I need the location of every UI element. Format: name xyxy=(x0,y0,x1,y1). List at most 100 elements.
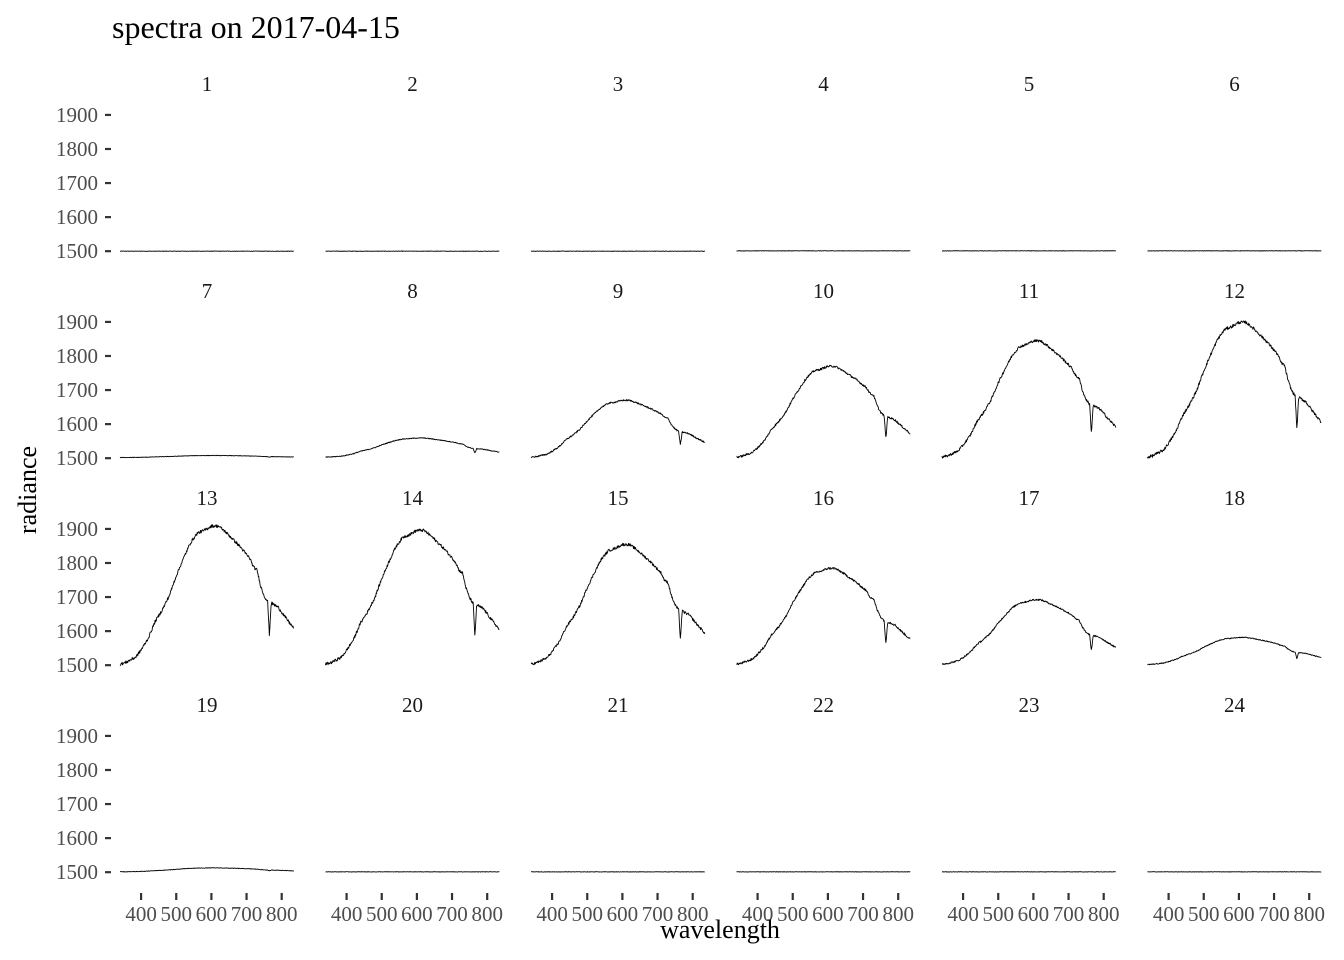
facet-strip-label: 15 xyxy=(608,486,629,510)
facet-panel-22: 22 400 500 600 700 800 xyxy=(736,693,914,926)
facet-panel-11: 11 xyxy=(941,279,1117,459)
x-axis-title: wavelength xyxy=(660,915,780,944)
facet-panel-16: 16 xyxy=(736,486,911,666)
x-tick-label: 500 xyxy=(571,902,603,926)
facet-strip-label: 10 xyxy=(813,279,834,303)
x-tick-label: 500 xyxy=(160,902,192,926)
x-tick-label: 500 xyxy=(982,902,1014,926)
x-tick-label: 700 xyxy=(847,902,879,926)
x-tick-label: 700 xyxy=(1258,902,1290,926)
x-tick-label: 400 xyxy=(742,902,774,926)
facet-panel-9: 9 xyxy=(530,279,705,459)
x-tick-label: 400 xyxy=(125,902,157,926)
facet-panel-4: 4 xyxy=(736,72,911,252)
series-line-12 xyxy=(1147,320,1322,459)
x-tick-label: 600 xyxy=(812,902,844,926)
x-tick-label: 400 xyxy=(1153,902,1185,926)
series-line-9 xyxy=(530,399,705,459)
facet-panel-5: 5 xyxy=(941,72,1116,252)
facet-panel-14: 14 xyxy=(325,486,500,666)
chart-title: spectra on 2017-04-15 xyxy=(112,9,400,45)
x-tick-label: 800 xyxy=(677,902,709,926)
series-line-17 xyxy=(941,598,1117,665)
y-tick-label: 1800 xyxy=(56,758,98,782)
x-tick-label: 600 xyxy=(607,902,639,926)
y-tick-label: 1900 xyxy=(56,310,98,334)
facet-panel-12: 12 xyxy=(1147,279,1322,459)
facet-panel-2: 2 xyxy=(325,72,500,252)
y-tick-label: 1600 xyxy=(56,205,98,229)
x-tick-label: 600 xyxy=(196,902,228,926)
facet-strip-label: 21 xyxy=(608,693,629,717)
y-tick-label: 1700 xyxy=(56,171,98,195)
y-tick-label: 1900 xyxy=(56,517,98,541)
series-line-11 xyxy=(941,339,1117,459)
y-tick-label: 1700 xyxy=(56,585,98,609)
facet-strip-label: 1 xyxy=(202,72,213,96)
facet-panel-13: 13 1500 1600 1700 1800 1900 xyxy=(56,486,295,677)
y-tick-label: 1500 xyxy=(56,860,98,884)
x-tick-label: 700 xyxy=(642,902,674,926)
facet-strip-label: 9 xyxy=(613,279,624,303)
facet-panel-8: 8 xyxy=(325,279,500,458)
series-line-7 xyxy=(119,454,294,459)
facet-strip-label: 4 xyxy=(818,72,829,96)
facet-strip-label: 6 xyxy=(1229,72,1240,96)
series-line-15 xyxy=(530,542,706,666)
facet-panel-3: 3 xyxy=(530,72,706,252)
x-tick-label: 500 xyxy=(777,902,809,926)
facet-strip-label: 19 xyxy=(197,693,218,717)
facet-strip-label: 22 xyxy=(813,693,834,717)
facet-strip-label: 24 xyxy=(1224,693,1246,717)
facet-strip-label: 11 xyxy=(1019,279,1039,303)
x-tick-label: 800 xyxy=(1293,902,1325,926)
y-tick-label: 1800 xyxy=(56,551,98,575)
facet-panel-6: 6 xyxy=(1147,72,1322,252)
facet-strip-label: 2 xyxy=(407,72,418,96)
x-tick-label: 600 xyxy=(1018,902,1050,926)
facet-strip-label: 13 xyxy=(197,486,218,510)
x-tick-label: 700 xyxy=(231,902,263,926)
x-tick-label: 500 xyxy=(1188,902,1220,926)
x-tick-label: 700 xyxy=(436,902,468,926)
facet-panel-20: 20 400 500 600 700 800 xyxy=(325,693,503,926)
facet-strip-label: 20 xyxy=(402,693,423,717)
series-line-16 xyxy=(736,567,911,666)
facet-panel-21: 21 400 500 600 700 800 xyxy=(530,693,709,926)
facet-panel-10: 10 xyxy=(736,279,911,459)
x-tick-label: 400 xyxy=(947,902,979,926)
y-tick-label: 1500 xyxy=(56,446,98,470)
series-line-13 xyxy=(119,524,295,666)
x-tick-label: 800 xyxy=(471,902,503,926)
x-tick-label: 800 xyxy=(266,902,298,926)
facet-panel-1: 1 1500 1600 1700 1800 1900 xyxy=(56,72,294,263)
y-tick-label: 1500 xyxy=(56,239,98,263)
facet-panel-17: 17 xyxy=(941,486,1117,665)
y-tick-label: 1900 xyxy=(56,103,98,127)
x-tick-label: 800 xyxy=(882,902,914,926)
facet-strip-label: 12 xyxy=(1224,279,1245,303)
y-axis-title: radiance xyxy=(13,446,42,534)
facet-strip-label: 7 xyxy=(202,279,213,303)
x-tick-label: 400 xyxy=(331,902,363,926)
series-line-19 xyxy=(119,867,295,873)
facet-panel-23: 23 400 500 600 700 800 xyxy=(941,693,1119,926)
x-tick-label: 600 xyxy=(1223,902,1255,926)
series-line-8 xyxy=(325,437,500,458)
x-tick-label: 500 xyxy=(366,902,398,926)
x-tick-label: 400 xyxy=(536,902,568,926)
y-tick-label: 1800 xyxy=(56,344,98,368)
y-tick-label: 1600 xyxy=(56,619,98,643)
facet-strip-label: 23 xyxy=(1019,693,1040,717)
facet-panel-24: 24 400 500 600 700 800 xyxy=(1147,693,1325,926)
facet-strip-label: 16 xyxy=(813,486,834,510)
facet-strip-label: 17 xyxy=(1019,486,1040,510)
y-tick-label: 1600 xyxy=(56,412,98,436)
facet-panel-15: 15 xyxy=(530,486,706,666)
x-tick-label: 600 xyxy=(401,902,433,926)
facet-strip-label: 3 xyxy=(613,72,624,96)
facet-panel-18: 18 xyxy=(1147,486,1322,666)
y-tick-label: 1600 xyxy=(56,826,98,850)
